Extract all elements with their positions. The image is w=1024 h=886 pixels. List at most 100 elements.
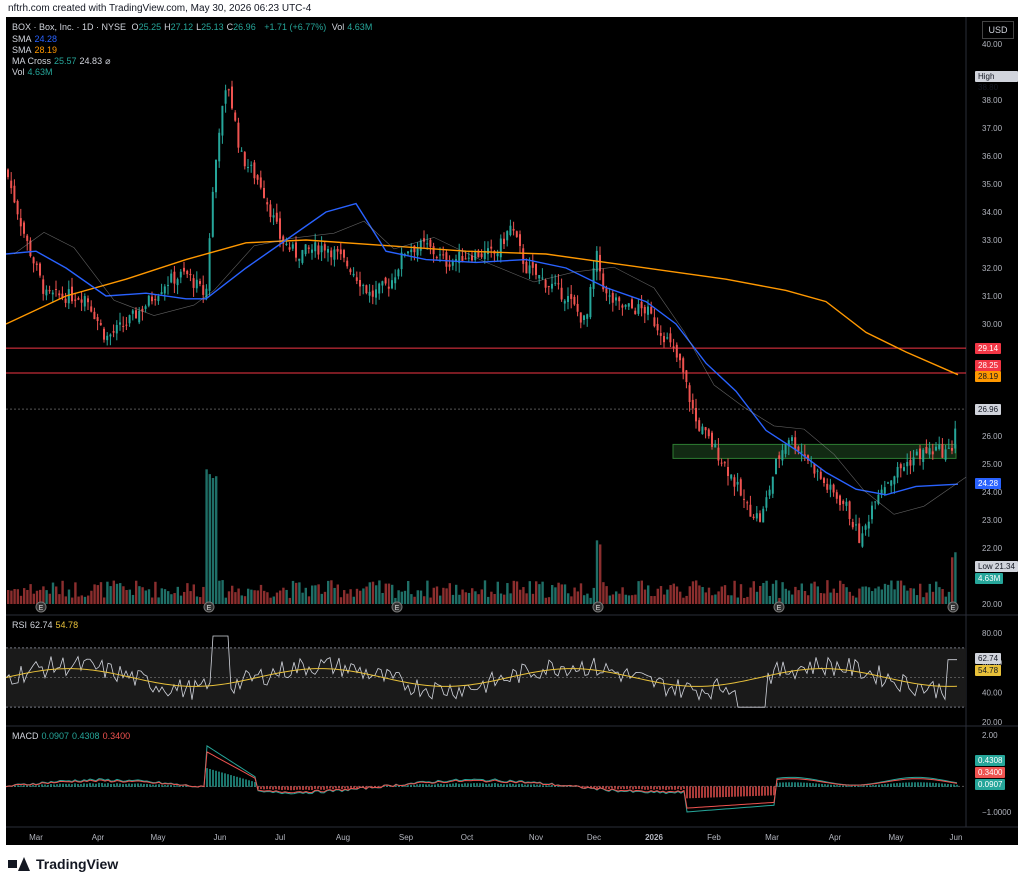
sma50-tag: 24.28 xyxy=(975,478,1002,489)
macd-histogram-bar xyxy=(317,786,319,789)
macross-v2: 24.83 xyxy=(79,56,103,66)
macd-histogram-bar xyxy=(512,783,514,787)
ohlc-label-l: L xyxy=(196,22,202,32)
time-axis-label: Mar xyxy=(29,833,43,842)
volume-bar xyxy=(195,596,199,604)
brand-name: TradingView xyxy=(36,856,119,872)
candle-body xyxy=(291,244,294,249)
macd-histogram-bar xyxy=(269,786,271,790)
volume-bar xyxy=(42,586,45,604)
volume-bar xyxy=(663,594,666,604)
candle-body xyxy=(647,306,649,315)
price-tick-label: 22.00 xyxy=(982,544,1003,553)
macd-histogram-bar xyxy=(119,783,121,787)
volume-bar xyxy=(579,583,583,604)
volume-bar xyxy=(58,594,61,604)
candle-body xyxy=(794,437,797,450)
candle-body xyxy=(96,317,99,322)
tradingview-brand[interactable]: TradingView xyxy=(8,856,118,872)
macd-histogram-bar xyxy=(527,784,529,787)
chart-svg[interactable]: 40.00 38.00 37.00 36.00 35.00 34.00 33.00 32.00… xyxy=(6,17,1018,845)
volume-bar xyxy=(400,591,403,604)
candle-body xyxy=(362,285,365,287)
main-legend: BOX · Box, Inc. · 1D · NYSE O25.25 H27.12… xyxy=(12,22,375,33)
candle-body xyxy=(247,167,249,169)
volume-bar xyxy=(695,580,698,604)
volume-bar xyxy=(778,597,781,604)
candle-body xyxy=(602,273,605,290)
time-axis-label: Aug xyxy=(336,833,350,842)
volume-bar xyxy=(13,589,16,604)
ohlc-label-c: C xyxy=(226,22,234,32)
candle-body xyxy=(816,470,819,472)
ohlc-value-c: 26.96 xyxy=(233,22,256,32)
macd-histogram-bar xyxy=(344,786,346,789)
volume-bar xyxy=(746,596,749,604)
volume-bar xyxy=(435,586,439,604)
macd-histogram-bar xyxy=(683,786,685,790)
sma1-legend[interactable]: SMA 24.28 xyxy=(12,34,60,45)
price-tick-label: 36.00 xyxy=(982,152,1003,161)
volume-bar xyxy=(250,589,253,604)
chart-canvas[interactable]: 40.00 38.00 37.00 36.00 35.00 34.00 33.00 32.00… xyxy=(6,17,1018,845)
macd-histogram-bar xyxy=(500,784,502,787)
macd-histogram-bar xyxy=(404,785,406,787)
macross-legend[interactable]: MA Cross 25.57 24.83 ⌀ xyxy=(12,56,114,67)
candle-body xyxy=(829,484,832,490)
candle-body xyxy=(618,297,621,302)
volume-bar xyxy=(656,588,659,604)
volume-bar xyxy=(819,593,823,604)
macd-histogram-bar xyxy=(455,783,457,787)
macd-histogram-bar xyxy=(536,784,538,787)
volume-bar xyxy=(147,589,151,604)
volume-bar xyxy=(67,589,71,604)
candle-body xyxy=(147,295,150,306)
volume-bar xyxy=(51,582,55,604)
volume-bar xyxy=(675,586,679,604)
volume-bar xyxy=(685,595,688,604)
macd-histogram-bar xyxy=(743,786,745,797)
volume-bar xyxy=(899,580,903,604)
volume-bar xyxy=(807,595,810,604)
sma2-legend[interactable]: SMA 28.19 xyxy=(12,45,60,56)
macd-histogram-bar xyxy=(443,784,445,787)
time-axis-label: Jun xyxy=(950,833,963,842)
volume-bar xyxy=(586,593,589,604)
currency-button[interactable]: USD xyxy=(982,21,1014,39)
vol-legend[interactable]: Vol 4.63M xyxy=(12,67,56,78)
volume-bar xyxy=(912,588,915,604)
earnings-marker-label: E xyxy=(39,605,44,612)
volume-bar xyxy=(554,587,557,604)
volume-bar xyxy=(733,580,736,604)
volume-bar xyxy=(883,583,887,604)
level2-tag: 28.25 xyxy=(975,360,1002,371)
volume-bar xyxy=(394,597,397,604)
volume-bar xyxy=(19,595,23,604)
candle-body xyxy=(42,279,45,294)
sma2-value: 28.19 xyxy=(34,45,58,55)
time-axis-label: Feb xyxy=(707,833,721,842)
candle-body xyxy=(480,253,483,258)
volume-bar xyxy=(826,580,829,604)
volume-bar xyxy=(176,586,179,604)
candle-body xyxy=(26,235,29,241)
macd-histogram-bar xyxy=(308,786,310,791)
macd-histogram-bar xyxy=(140,783,142,787)
volume-bar xyxy=(407,580,410,604)
macd-histogram-bar xyxy=(506,784,508,787)
earnings-marker-label: E xyxy=(951,605,956,612)
candle-body xyxy=(528,265,531,274)
macd-histogram-bar xyxy=(839,785,841,787)
candle-body xyxy=(227,89,230,91)
macd-histogram-bar xyxy=(395,785,397,787)
symbol-label[interactable]: BOX · Box, Inc. · 1D · NYSE xyxy=(12,22,127,32)
macd-histogram-bar xyxy=(866,785,868,787)
volume-bar xyxy=(759,585,762,604)
macd-legend[interactable]: MACD 0.0907 0.4308 0.3400 xyxy=(12,731,133,742)
volume-bar xyxy=(477,594,480,604)
volume-bar xyxy=(307,596,311,604)
candle-body xyxy=(327,248,329,253)
candle-body xyxy=(906,461,909,467)
volume-bar xyxy=(243,596,247,604)
rsi-legend[interactable]: RSI 62.74 54.78 xyxy=(12,620,81,631)
